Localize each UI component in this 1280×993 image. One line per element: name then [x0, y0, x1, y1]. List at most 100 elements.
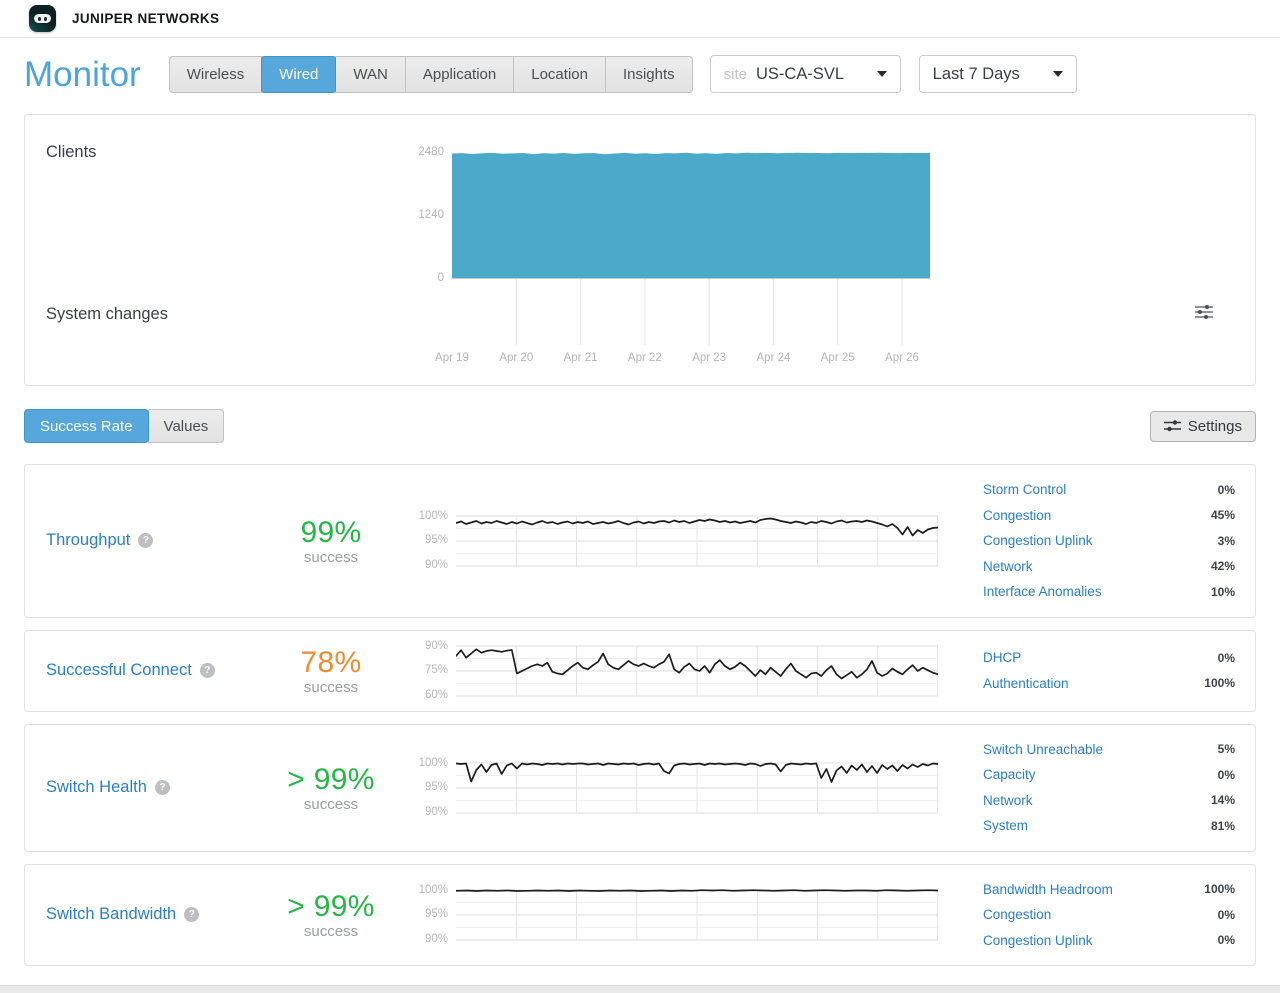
classifier-row-congestion: Congestion 0%: [983, 902, 1235, 928]
time-range-selector[interactable]: Last 7 Days: [918, 55, 1077, 93]
sparkline-chart-switch-health: [456, 762, 938, 813]
classifier-percentage: 100%: [1204, 882, 1235, 897]
site-selector[interactable]: site US-CA-SVL: [709, 55, 901, 93]
metric-name-throughput[interactable]: Throughput?: [46, 531, 266, 550]
x-tick-label: Apr 21: [563, 352, 598, 364]
classifier-link[interactable]: Authentication: [983, 675, 1069, 691]
classifier-percentage: 45%: [1210, 508, 1235, 523]
classifier-percentage: 5%: [1217, 742, 1235, 757]
metric-value-block: 99% success: [266, 516, 396, 566]
metric-value-block: > 99% success: [266, 763, 396, 813]
system-changes-filter-button[interactable]: [1192, 303, 1216, 323]
tab-wan[interactable]: WAN: [335, 55, 406, 93]
classifier-percentage: 0%: [1217, 907, 1235, 922]
sparkline-y-axis: 100% 95% 90%: [396, 509, 456, 571]
classifier-link[interactable]: Congestion: [983, 907, 1052, 923]
classifier-link[interactable]: Interface Anomalies: [983, 584, 1102, 600]
tab-insights[interactable]: Insights: [604, 55, 693, 93]
y-tick-label: 90%: [424, 639, 448, 652]
classifier-percentage: 3%: [1217, 533, 1235, 548]
success-rate-sublabel: success: [303, 795, 359, 813]
sparkline-chart-switch-bandwidth: [456, 889, 938, 941]
view-tabs: Wireless Wired WAN Application Location Insig…: [168, 55, 693, 93]
y-tick-label: 2480: [418, 146, 444, 158]
metric-cards: Throughput? 99% success 100% 95% 90% Storm Con…: [0, 464, 1280, 966]
y-tick-label: 0: [437, 272, 444, 284]
classifier-link[interactable]: Network: [983, 792, 1033, 808]
metrics-toolbar: Success Rate Values Settings: [24, 409, 1256, 443]
metric-name-switch-bandwidth[interactable]: Switch Bandwidth?: [46, 905, 266, 924]
classifier-link[interactable]: System: [983, 818, 1029, 834]
metric-title[interactable]: Successful Connect: [46, 661, 192, 679]
sparkline-chart-successful-connect: [456, 645, 938, 696]
help-icon[interactable]: ?: [154, 780, 170, 795]
x-tick-label: Apr 24: [756, 352, 791, 364]
monitor-header: Monitor Wireless Wired WAN Application Locat…: [0, 38, 1280, 96]
footer-strip: [0, 985, 1280, 993]
tab-application[interactable]: Application: [404, 55, 515, 93]
system-changes-label: System changes: [46, 305, 168, 323]
metric-name-switch-health[interactable]: Switch Health?: [46, 778, 266, 797]
x-tick-label: Apr 19: [435, 352, 469, 364]
help-icon[interactable]: ?: [184, 907, 200, 923]
classifier-row-system: System 81%: [983, 813, 1235, 839]
classifier-link[interactable]: Bandwidth Headroom: [983, 881, 1113, 897]
mist-logo-icon[interactable]: [29, 5, 56, 32]
y-tick-label: 95%: [424, 781, 448, 793]
y-tick-label: 90%: [424, 558, 448, 571]
settings-button[interactable]: Settings: [1149, 410, 1256, 442]
sparkline-chart-throughput: [456, 515, 938, 567]
classifier-link[interactable]: Switch Unreachable: [983, 741, 1104, 757]
help-icon[interactable]: ?: [199, 663, 215, 678]
classifier-row-network: Network 42%: [983, 554, 1235, 580]
sparkline-container: [456, 513, 938, 569]
classifier-percentage: 100%: [1204, 676, 1235, 691]
metric-card-switch-health: Switch Health? > 99% success 100% 95% 90% Swit…: [24, 723, 1256, 852]
tab-location[interactable]: Location: [513, 55, 606, 93]
y-tick-label: 100%: [418, 883, 448, 896]
classifier-row-switch-unreachable: Switch Unreachable 5%: [983, 737, 1235, 763]
success-rate-value: 78%: [300, 645, 362, 679]
clients-area-chart: [452, 152, 930, 279]
success-rate-sublabel: success: [303, 548, 359, 566]
metric-title[interactable]: Switch Bandwidth: [46, 905, 177, 924]
top-app-bar: JUNIPER NETWORKS: [0, 0, 1280, 38]
classifier-link[interactable]: Congestion Uplink: [983, 533, 1093, 549]
classifier-link[interactable]: Storm Control: [983, 482, 1067, 498]
classifier-row-bandwidth-headroom: Bandwidth Headroom 100%: [983, 877, 1235, 903]
y-tick-label: 95%: [424, 534, 448, 547]
classifier-list: Bandwidth Headroom 100% Congestion 0% Conges…: [938, 877, 1235, 954]
help-icon[interactable]: ?: [138, 533, 154, 549]
tab-wired[interactable]: Wired: [261, 55, 337, 93]
success-rate-sublabel: success: [303, 678, 359, 696]
classifier-link[interactable]: Congestion Uplink: [983, 932, 1093, 948]
metric-title[interactable]: Switch Health: [46, 778, 147, 796]
y-tick-label: 100%: [418, 509, 448, 522]
robot-eye: [44, 16, 47, 21]
classifier-link[interactable]: Network: [983, 558, 1033, 574]
display-mode-toggle: Success Rate Values: [24, 409, 225, 443]
sparkline-y-axis: 100% 95% 90%: [396, 757, 456, 818]
site-value: US-CA-SVL: [756, 64, 845, 83]
metric-card-throughput: Throughput? 99% success 100% 95% 90% Storm Con…: [24, 464, 1256, 618]
page-title: Monitor: [24, 54, 141, 94]
classifier-row-dhcp: DHCP 0%: [983, 645, 1235, 671]
mode-values[interactable]: Values: [147, 409, 225, 443]
time-range-value: Last 7 Days: [932, 64, 1020, 83]
classifier-row-network: Network 14%: [983, 788, 1235, 814]
success-rate-sublabel: success: [303, 922, 359, 940]
success-rate-value: > 99%: [287, 889, 375, 923]
classifier-percentage: 0%: [1217, 482, 1235, 497]
metric-title[interactable]: Throughput: [46, 531, 131, 550]
classifier-link[interactable]: Congestion: [983, 507, 1052, 523]
classifier-link[interactable]: DHCP: [983, 650, 1022, 666]
classifier-row-interface-anomalies: Interface Anomalies 10%: [983, 579, 1235, 605]
metric-name-successful-connect[interactable]: Successful Connect?: [46, 661, 266, 680]
overview-card: Clients System changes 2480 1240 0 Apr 19 A…: [24, 114, 1256, 386]
classifier-row-congestion-uplink: Congestion Uplink 3%: [983, 528, 1235, 554]
classifier-link[interactable]: Capacity: [983, 767, 1036, 783]
mode-success-rate[interactable]: Success Rate: [24, 409, 149, 443]
classifier-percentage: 81%: [1210, 818, 1235, 833]
tab-wireless[interactable]: Wireless: [168, 55, 263, 93]
success-rate-value: 99%: [300, 515, 362, 549]
